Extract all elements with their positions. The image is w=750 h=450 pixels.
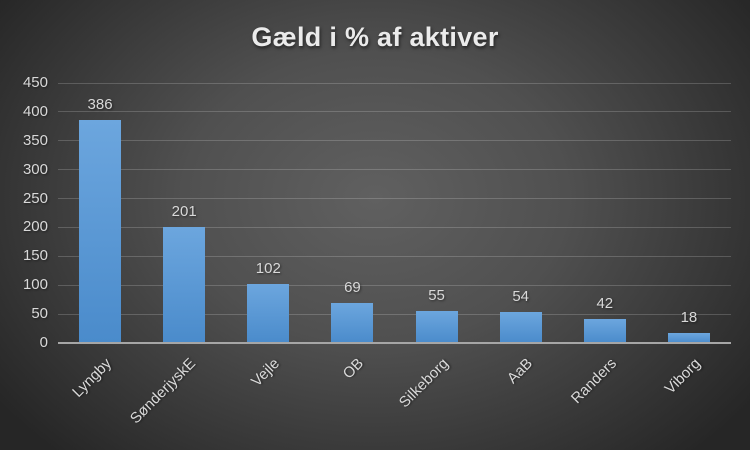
gridline (58, 140, 731, 142)
y-axis-tick-label: 350 (22, 131, 48, 149)
category-label-lyngby: Lyngby (69, 355, 116, 401)
gridline (58, 313, 731, 315)
category-label-ob: OB (340, 355, 368, 383)
y-axis-tick-label: 150 (22, 247, 48, 265)
category-label-vejle: Vejle (248, 355, 284, 391)
bar-sønderjyske (163, 226, 206, 343)
bar-ob (331, 303, 374, 343)
gridline (58, 255, 731, 257)
x-axis-line (58, 342, 731, 344)
bar-silkeborg (415, 311, 458, 343)
bar-viborg (667, 332, 710, 343)
gridline (58, 284, 731, 286)
bar-value-label: 386 (87, 95, 113, 113)
gridline (58, 111, 731, 113)
bar-value-label: 54 (512, 287, 530, 305)
bar-aab (499, 311, 542, 343)
gridline (58, 226, 731, 228)
category-label-viborg: Viborg (661, 355, 704, 398)
y-axis-tick-label: 400 (22, 102, 48, 120)
chart-title: Gæld i % af aktiver (251, 22, 499, 52)
category-label-silkeborg: Silkeborg (395, 355, 452, 412)
bar-value-label: 69 (344, 279, 361, 297)
bar-value-label: 201 (171, 202, 197, 220)
y-axis-tick-label: 250 (22, 189, 48, 207)
y-axis-tick-label: 0 (39, 334, 48, 351)
bar-vejle (247, 284, 290, 343)
y-axis-tick-label: 450 (22, 74, 48, 91)
gridline (58, 82, 731, 84)
bar-lyngby (79, 119, 122, 343)
bar-value-label: 42 (596, 294, 614, 312)
bar-value-label: 102 (255, 260, 281, 278)
y-axis-tick-label: 50 (31, 305, 48, 323)
category-label-aab: AaB (503, 355, 536, 388)
bar-value-label: 18 (680, 308, 698, 326)
category-label-sønderjyske: SønderjyskE (127, 355, 200, 428)
y-axis-tick-label: 100 (22, 276, 48, 294)
bar-value-label: 55 (428, 287, 445, 305)
y-axis-tick-label: 300 (22, 160, 48, 178)
category-label-randers: Randers (567, 355, 620, 408)
bar-randers (583, 318, 626, 343)
y-axis-tick-label: 200 (22, 218, 48, 236)
gridline (58, 169, 731, 171)
gridline (58, 198, 731, 200)
